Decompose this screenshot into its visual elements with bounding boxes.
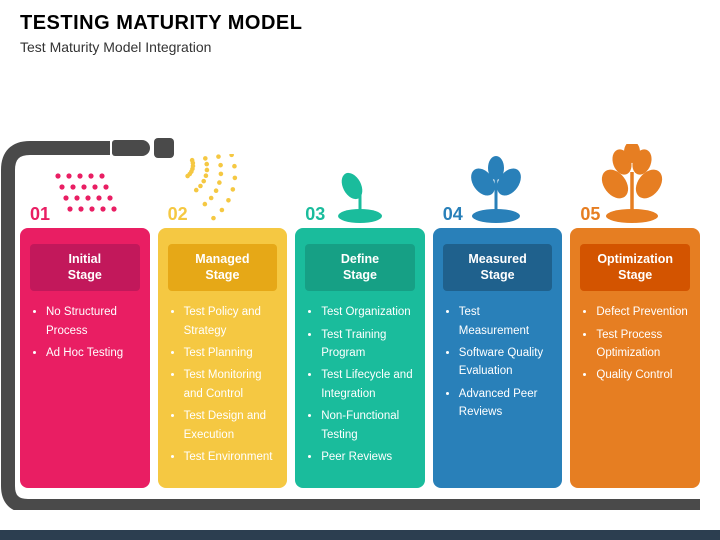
stage-item: Ad Hoc Testing [46,344,140,362]
stage-item: Test Environment [184,448,278,466]
stage-item: Quality Control [596,366,690,384]
stage-item: Software Quality Evaluation [459,344,553,381]
stage-item: Test Process Optimization [596,326,690,363]
stage-item: Test Lifecycle and Integration [321,366,415,403]
stage-card: 03DefineStageTest OrganizationTest Train… [295,228,425,488]
stage-number: 05 [580,204,600,225]
stage-name-badge: OptimizationStage [580,244,690,291]
stage-card: 01InitialStageNo Structured ProcessAd Ho… [20,228,150,488]
stage-number: 02 [168,204,188,225]
stage-item: Test Monitoring and Control [184,366,278,403]
stage-item: Non-Functional Testing [321,407,415,444]
stage-item: Test Measurement [459,303,553,340]
stage-items: Test Policy and Strategy Test Planning Tes… [168,303,278,466]
stage-item: Test Design and Execution [184,407,278,444]
stage-card: 05OptimizationStageDefect PreventionTest… [570,228,700,488]
stage-item: Test Organization [321,303,415,321]
stage-name-badge: InitialStage [30,244,140,291]
stage-card: 02ManagedStageTest Policy and StrategyTe… [158,228,288,488]
stage-item: Test Policy and Strategy [184,303,278,340]
page-subtitle: Test Maturity Model Integration [20,39,700,55]
page-title: TESTING MATURITY MODEL [20,12,700,35]
stage-item: Peer Reviews [321,448,415,466]
stage-item: Defect Prevention [596,303,690,321]
stage-name-badge: MeasuredStage [443,244,553,291]
stage-items: No Structured Process Ad Hoc Testing [30,303,140,362]
stage-name-badge: DefineStage [305,244,415,291]
stage-items: Test Organization Test Training ProgramTe… [305,303,415,466]
stage-item: Advanced Peer Reviews [459,385,553,422]
stage-name-badge: ManagedStage [168,244,278,291]
stage-number: 03 [305,204,325,225]
stage-items: Defect Prevention Test Process Optimizati… [580,303,690,385]
stage-item: Test Training Program [321,326,415,363]
stage-number: 04 [443,204,463,225]
stage-item: No Structured Process [46,303,140,340]
stage-item: Test Planning [184,344,278,362]
stage-items: Test Measurement Software Quality Evaluat… [443,303,553,421]
footer-bar [0,530,720,540]
stage-number: 01 [30,204,50,225]
stage-card: 04MeasuredStageTest MeasurementSoftware … [433,228,563,488]
stages-row: 01InitialStageNo Structured ProcessAd Ho… [20,228,700,488]
